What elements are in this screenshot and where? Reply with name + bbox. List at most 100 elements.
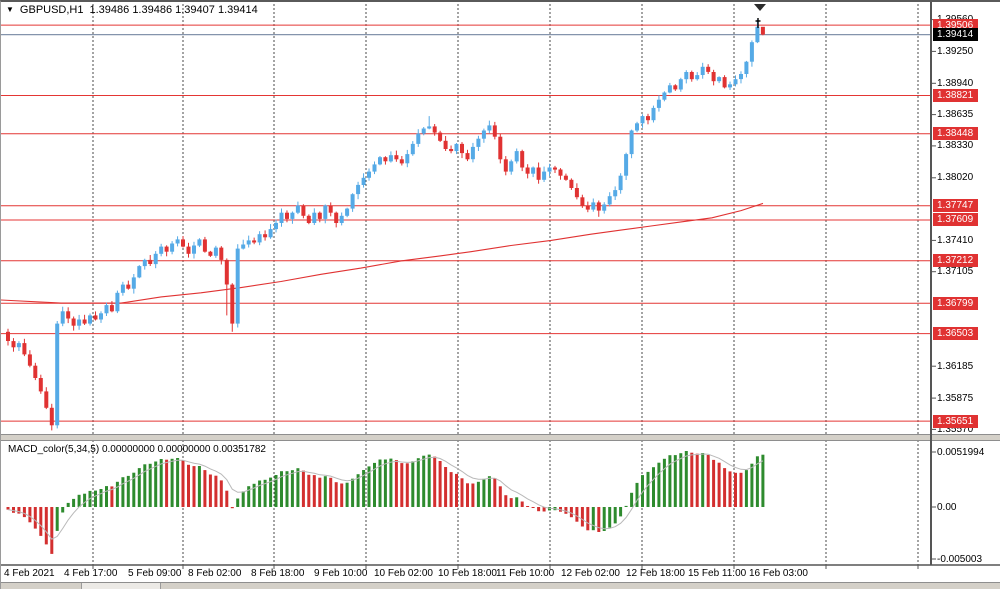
candle-body: [230, 284, 235, 324]
candle-body: [410, 143, 415, 155]
candle-body: [700, 66, 705, 75]
price-axis-label: 1.36185: [937, 361, 974, 372]
macd-histogram-bar: [323, 476, 327, 507]
candle-body: [602, 204, 607, 211]
macd-histogram-bar: [77, 494, 81, 507]
candle-body: [427, 126, 432, 129]
candle-body: [301, 205, 306, 216]
macd-histogram-bar: [203, 470, 207, 507]
macd-histogram-bar: [44, 507, 48, 545]
macd-histogram-bar: [110, 486, 114, 507]
chart-shift-marker-icon[interactable]: [754, 4, 766, 11]
candle-body: [131, 277, 136, 289]
price-axis-label: 1.37105: [937, 266, 974, 277]
macd-histogram-bar: [613, 507, 617, 524]
ohlc-readout: 1.39486 1.39486 1.39407 1.39414: [89, 3, 258, 16]
macd-histogram-bar: [444, 467, 448, 507]
level-price-badge[interactable]: 1.38821: [933, 89, 979, 102]
candle-body: [547, 167, 552, 172]
candle-body: [378, 157, 382, 165]
macd-histogram-bar: [61, 507, 65, 513]
candle-body: [553, 167, 557, 170]
candle-body: [93, 315, 98, 320]
candle-body: [339, 215, 344, 223]
level-price-badge[interactable]: 1.37212: [933, 254, 979, 267]
candle-body: [492, 125, 497, 137]
macd-histogram-bar: [509, 498, 513, 507]
macd-histogram-bar: [252, 483, 256, 507]
macd-indicator: [6, 451, 765, 554]
macd-histogram-bar: [329, 477, 333, 507]
symbol-period-label: GBPUSD,H1: [19, 3, 84, 16]
time-axis-label: 5 Feb 09:00: [128, 568, 182, 579]
macd-histogram-bar: [367, 466, 371, 507]
macd-histogram-bar: [405, 463, 409, 507]
macd-histogram-bar: [247, 486, 251, 507]
macd-histogram-bar: [28, 507, 32, 523]
candle-body: [591, 202, 596, 210]
candle-body: [126, 284, 131, 289]
candle-body: [454, 143, 459, 152]
level-price-badge[interactable]: 1.37747: [933, 199, 979, 212]
time-axis-label: 16 Feb 03:00: [749, 568, 808, 579]
macd-indicator-label: MACD_color(5,34,5) 0.00000000 0.00000000…: [8, 444, 266, 455]
level-price-badge[interactable]: 1.36799: [933, 297, 979, 310]
candle-body: [345, 208, 350, 216]
time-axis-label: 4 Feb 2021: [4, 568, 55, 579]
bid-price-badge: 1.39414: [933, 28, 979, 41]
macd-histogram-bar: [526, 506, 530, 507]
bottom-strip-segment: [81, 583, 161, 589]
level-price-badge[interactable]: 1.38448: [933, 127, 979, 140]
macd-histogram-bar: [761, 454, 765, 507]
candle-body: [49, 407, 54, 426]
candle-body: [317, 212, 322, 219]
level-price-badge[interactable]: 1.37609: [933, 213, 979, 226]
candle-body: [11, 341, 16, 348]
candle-body: [38, 378, 43, 392]
candle-body: [60, 311, 65, 324]
macd-histogram-bar: [739, 472, 743, 507]
candle-body: [749, 42, 754, 62]
macd-histogram-bar: [55, 507, 59, 531]
horizontal-level-lines[interactable]: [1, 24, 931, 422]
macd-histogram-bar: [214, 475, 218, 507]
macd-histogram-bar: [165, 459, 169, 507]
macd-histogram-bar: [236, 498, 240, 507]
candle-body: [531, 167, 536, 174]
macd-histogram-bar: [334, 482, 338, 507]
macd-histogram-bar: [646, 471, 650, 507]
candle-body: [640, 116, 645, 124]
candle-body: [662, 92, 667, 100]
candle-body: [607, 196, 612, 205]
candle-body: [312, 212, 317, 223]
macd-histogram-bar: [515, 497, 519, 507]
level-price-badge[interactable]: 1.35651: [933, 415, 979, 428]
level-price-badge[interactable]: 1.36503: [933, 327, 979, 340]
macd-histogram-bar: [148, 463, 152, 507]
macd-histogram-bar: [197, 466, 201, 507]
macd-histogram-bar: [373, 462, 376, 507]
macd-histogram-bar: [684, 451, 688, 507]
macd-histogram-bar: [723, 468, 727, 507]
candle-body: [629, 130, 634, 155]
macd-histogram-bar: [575, 507, 579, 522]
macd-histogram-bar: [126, 475, 130, 507]
macd-histogram-bar: [744, 470, 748, 507]
macd-histogram-bar: [487, 476, 491, 507]
price-axis-label: 1.38940: [937, 78, 974, 89]
macd-histogram-bar: [33, 507, 37, 529]
vertical-gridlines: [92, 4, 919, 565]
macd-histogram-bar: [706, 455, 710, 507]
macd-histogram-bar: [701, 453, 705, 507]
candle-body: [328, 205, 333, 213]
macd-values: 0.00000000 0.00000000 0.00351782: [101, 444, 266, 455]
symbol-menu-icon[interactable]: ▼: [6, 4, 14, 14]
pane-separator[interactable]: [1, 434, 1000, 441]
candle-body: [706, 66, 711, 72]
macd-histogram-bar: [690, 452, 694, 507]
macd-histogram-bar: [340, 483, 344, 507]
macd-histogram-bar: [652, 467, 655, 507]
macd-axis-label: 0.00: [937, 501, 957, 513]
candle-body: [224, 259, 229, 285]
